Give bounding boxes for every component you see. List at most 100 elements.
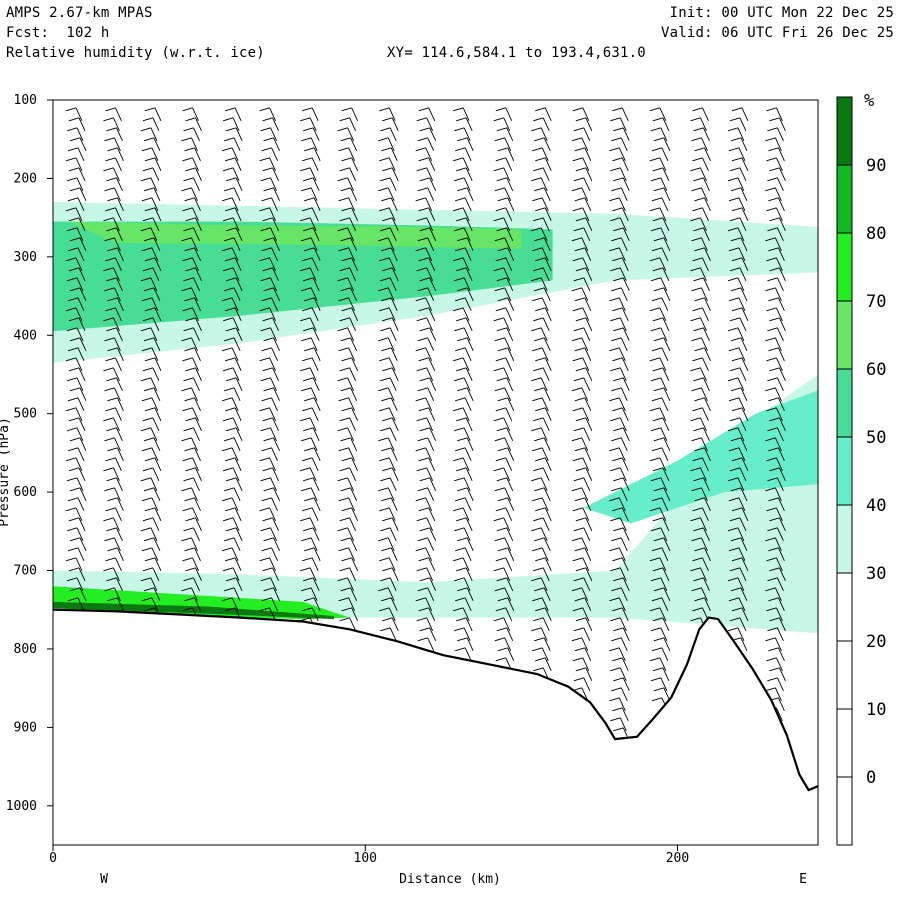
wind-barb-shaft (232, 317, 240, 332)
wind-barb-shaft (740, 387, 748, 402)
wind-barb-shaft (507, 197, 515, 212)
wind-barb-flag (694, 597, 705, 602)
wind-barb-flag (262, 317, 273, 322)
wind-barb-flag (650, 377, 662, 382)
wind-barb-shaft (704, 297, 711, 312)
wind-barb-flag (691, 287, 702, 292)
colorbar-tick-label: 50 (866, 428, 886, 448)
wind-barb-flag (493, 417, 504, 422)
wind-barb-shaft (543, 187, 551, 202)
wind-barb-shaft (427, 637, 435, 652)
wind-barb-flag (572, 457, 583, 462)
wind-barb-flag (382, 467, 393, 472)
wind-barb-shaft (661, 547, 669, 562)
wind-barb-shaft (391, 267, 399, 282)
wind-barb-shaft (117, 347, 124, 362)
wind-barb-flag (613, 177, 624, 182)
wind-barb-shaft (737, 477, 745, 492)
wind-barb-flag (382, 117, 393, 122)
wind-barb-flag (65, 407, 77, 412)
wind-barb-shaft (351, 457, 359, 472)
wind-barb-flag (339, 317, 350, 322)
wind-barb-flag (571, 587, 582, 592)
wind-barb-shaft (464, 547, 472, 562)
wind-barb-flag (304, 197, 315, 202)
wind-barb-flag (694, 247, 705, 252)
wind-barb-shaft (389, 627, 397, 642)
wind-barb-shaft (776, 477, 784, 492)
wind-barb-shaft (663, 337, 671, 352)
wind-barb-shaft (466, 537, 474, 552)
wind-barb-shaft (737, 377, 745, 392)
wind-barb-flag (301, 487, 312, 492)
wind-barb-shaft (464, 447, 472, 462)
wind-barb-flag (144, 357, 156, 362)
wind-barb-shaft (463, 327, 471, 342)
wind-barb-flag (222, 317, 234, 322)
wind-barb-flag (104, 437, 115, 442)
wind-barb-flag (416, 217, 427, 222)
wind-barb-flag (731, 307, 743, 312)
wind-barb-shaft (117, 297, 124, 312)
wind-barb-flag (106, 527, 117, 532)
wind-barb-flag (141, 347, 153, 352)
wind-barb-flag (380, 177, 391, 182)
wind-barb-shaft (661, 247, 669, 262)
wind-barb-shaft (541, 347, 549, 362)
wind-barb-flag (494, 387, 505, 392)
wind-barb-flag (182, 157, 193, 162)
wind-barb-flag (572, 357, 583, 362)
wind-barb-shaft (544, 557, 552, 572)
wind-barb-flag (183, 527, 194, 532)
wind-barb-shaft (388, 557, 396, 572)
wind-barb-shaft (193, 327, 200, 342)
wind-barb-shaft (389, 227, 397, 242)
wind-barb-shaft (541, 447, 549, 462)
wind-barb-shaft (620, 387, 628, 402)
wind-barb-flag (184, 297, 195, 302)
wind-barb-flag (571, 337, 582, 342)
wind-barb-flag (573, 127, 584, 132)
wind-barb-flag (260, 377, 271, 382)
wind-barb-flag (107, 297, 118, 302)
wind-barb-shaft (309, 167, 317, 182)
wind-barb-shaft (425, 197, 433, 212)
wind-barb-flag (535, 357, 546, 362)
wind-barb-shaft (192, 207, 199, 222)
wind-barb-flag (531, 427, 542, 432)
wind-barb-shaft (776, 227, 784, 242)
wind-barb-flag (415, 397, 426, 402)
wind-barb-flag (494, 587, 505, 592)
wind-barb-shaft (232, 467, 240, 482)
wind-barb-flag (304, 147, 315, 152)
wind-barb-flag (69, 187, 81, 192)
wind-barb-flag (494, 287, 505, 292)
wind-barb-shaft (309, 267, 317, 282)
wind-barb-flag (610, 267, 621, 272)
wind-barb-shaft (583, 277, 591, 292)
wind-barb-flag (225, 277, 237, 282)
wind-barb-shaft (151, 597, 159, 612)
wind-barb-flag (141, 297, 153, 302)
wind-barb-flag (731, 257, 743, 262)
wind-barb-shaft (153, 387, 161, 402)
x-tick-label: 100 (354, 851, 377, 866)
wind-barb-flag (302, 457, 313, 462)
wind-barb-shaft (150, 227, 158, 242)
wind-barb-flag (766, 207, 777, 212)
wind-barb-flag (303, 427, 314, 432)
wind-barb-flag (653, 387, 665, 392)
wind-barb-shaft (777, 247, 785, 262)
wind-barb-flag (653, 187, 665, 192)
wind-barb-flag (181, 337, 192, 342)
wind-barb-shaft (619, 417, 627, 432)
wind-barb-flag (181, 537, 192, 542)
wind-barb-flag (382, 317, 393, 322)
wind-barb-shaft (620, 137, 628, 152)
wind-barb-shaft (541, 297, 549, 312)
wind-barb-shaft (700, 117, 707, 132)
wind-barb-flag (650, 527, 662, 532)
wind-barb-shaft (348, 347, 356, 362)
wind-barb-shaft (272, 217, 279, 232)
wind-barb-shaft (273, 387, 280, 402)
